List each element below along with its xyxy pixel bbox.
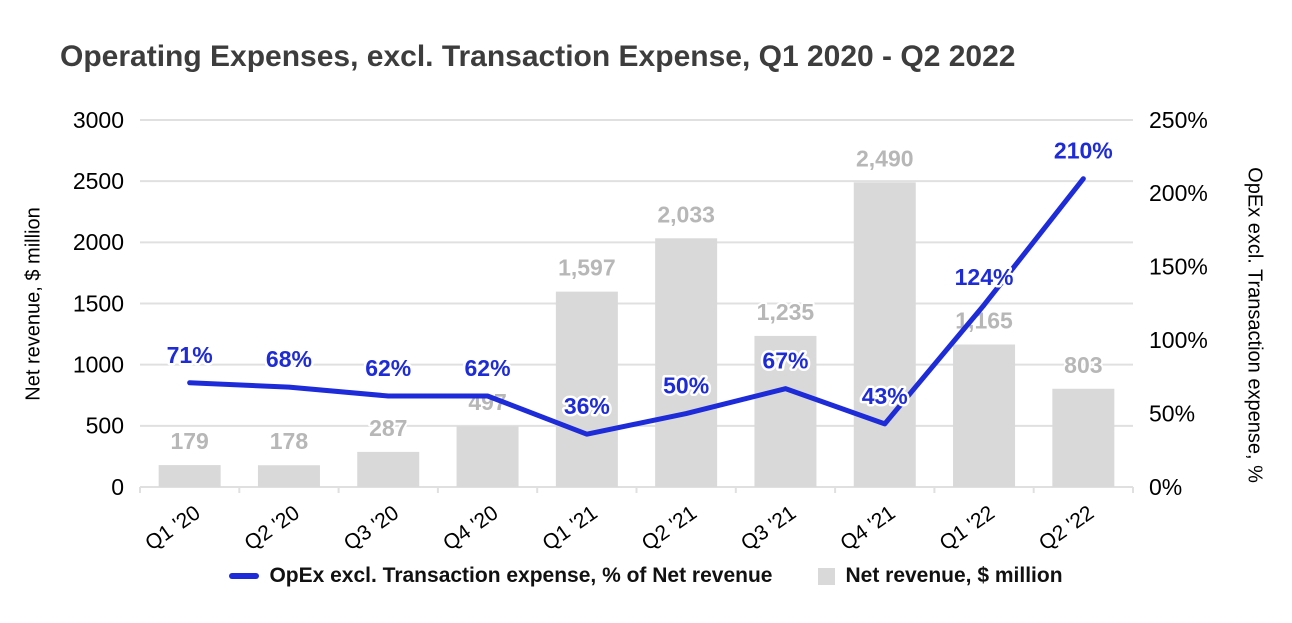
line-swatch-icon <box>229 573 260 579</box>
bar-net-revenue <box>1052 388 1115 487</box>
line-point-label: 210% <box>1054 138 1113 164</box>
x-axis-category-label: Q1 '21 <box>538 501 601 555</box>
x-axis-category-label: Q3 '20 <box>340 501 403 555</box>
x-axis-category-label: Q2 '20 <box>240 501 303 555</box>
x-axis-category-label: Q4 '21 <box>836 501 899 555</box>
bar-net-revenue <box>853 182 916 487</box>
bar-value-label: 2,490 <box>856 145 914 171</box>
bar-swatch-icon <box>818 567 836 585</box>
line-point-label: 43% <box>862 383 908 409</box>
x-axis-category-label: Q2 '22 <box>1035 501 1098 555</box>
bar-net-revenue <box>754 335 817 487</box>
left-axis-tick-label: 1000 <box>73 351 124 377</box>
line-point-label: 36% <box>564 393 610 419</box>
x-axis-category-label: Q1 '22 <box>936 501 999 555</box>
legend: OpEx excl. Transaction expense, % of Net… <box>0 564 1292 588</box>
bar-value-label: 1,235 <box>757 299 815 325</box>
line-point-label: 62% <box>365 355 411 381</box>
line-point-label: 124% <box>955 264 1014 290</box>
right-axis-tick-label: 0% <box>1149 474 1182 500</box>
line-point-label: 67% <box>762 348 808 374</box>
bar-net-revenue <box>953 344 1016 487</box>
line-point-label: 62% <box>465 355 511 381</box>
bar-value-label: 1,597 <box>558 255 616 281</box>
bar-value-label: 2,033 <box>657 201 715 227</box>
x-axis-category-label: Q4 '20 <box>439 501 502 555</box>
left-axis-tick-label: 500 <box>86 413 124 439</box>
line-point-label: 50% <box>663 373 709 399</box>
right-axis-tick-label: 50% <box>1149 400 1195 426</box>
x-axis-category-label: Q2 '21 <box>638 501 701 555</box>
line-point-label: 71% <box>167 342 213 368</box>
bar-value-label: 178 <box>270 428 309 454</box>
bar-value-label: 179 <box>170 428 208 454</box>
legend-label-opex: OpEx excl. Transaction expense, % of Net… <box>269 564 773 587</box>
bar-value-label: 287 <box>369 415 407 441</box>
line-point-label: 68% <box>266 346 312 372</box>
legend-item-opex: OpEx excl. Transaction expense, % of Net… <box>229 564 772 588</box>
right-axis-tick-label: 250% <box>1149 107 1208 133</box>
legend-label-revenue: Net revenue, $ million <box>845 564 1063 587</box>
left-axis-tick-label: 3000 <box>73 107 124 133</box>
bar-net-revenue <box>655 238 718 487</box>
right-axis-tick-label: 200% <box>1149 180 1208 206</box>
left-axis-tick-label: 2500 <box>73 168 124 194</box>
bar-value-label: 803 <box>1064 352 1102 378</box>
right-axis-tick-label: 100% <box>1149 327 1208 353</box>
bar-net-revenue <box>456 426 519 487</box>
bar-net-revenue <box>555 291 618 487</box>
chart-title: Operating Expenses, excl. Transaction Ex… <box>60 40 1016 73</box>
bar-net-revenue <box>257 465 320 487</box>
bar-net-revenue <box>158 465 221 487</box>
legend-item-revenue: Net revenue, $ million <box>818 564 1063 588</box>
x-axis-category-label: Q3 '21 <box>737 501 800 555</box>
left-axis-tick-label: 0 <box>111 474 124 500</box>
bar-net-revenue <box>357 451 420 487</box>
x-axis-category-label: Q1 '20 <box>141 501 204 555</box>
left-axis-tick-label: 1500 <box>73 290 124 316</box>
left-axis-tick-label: 2000 <box>73 229 124 255</box>
right-axis-tick-label: 150% <box>1149 254 1208 280</box>
opex-line <box>187 176 1086 437</box>
